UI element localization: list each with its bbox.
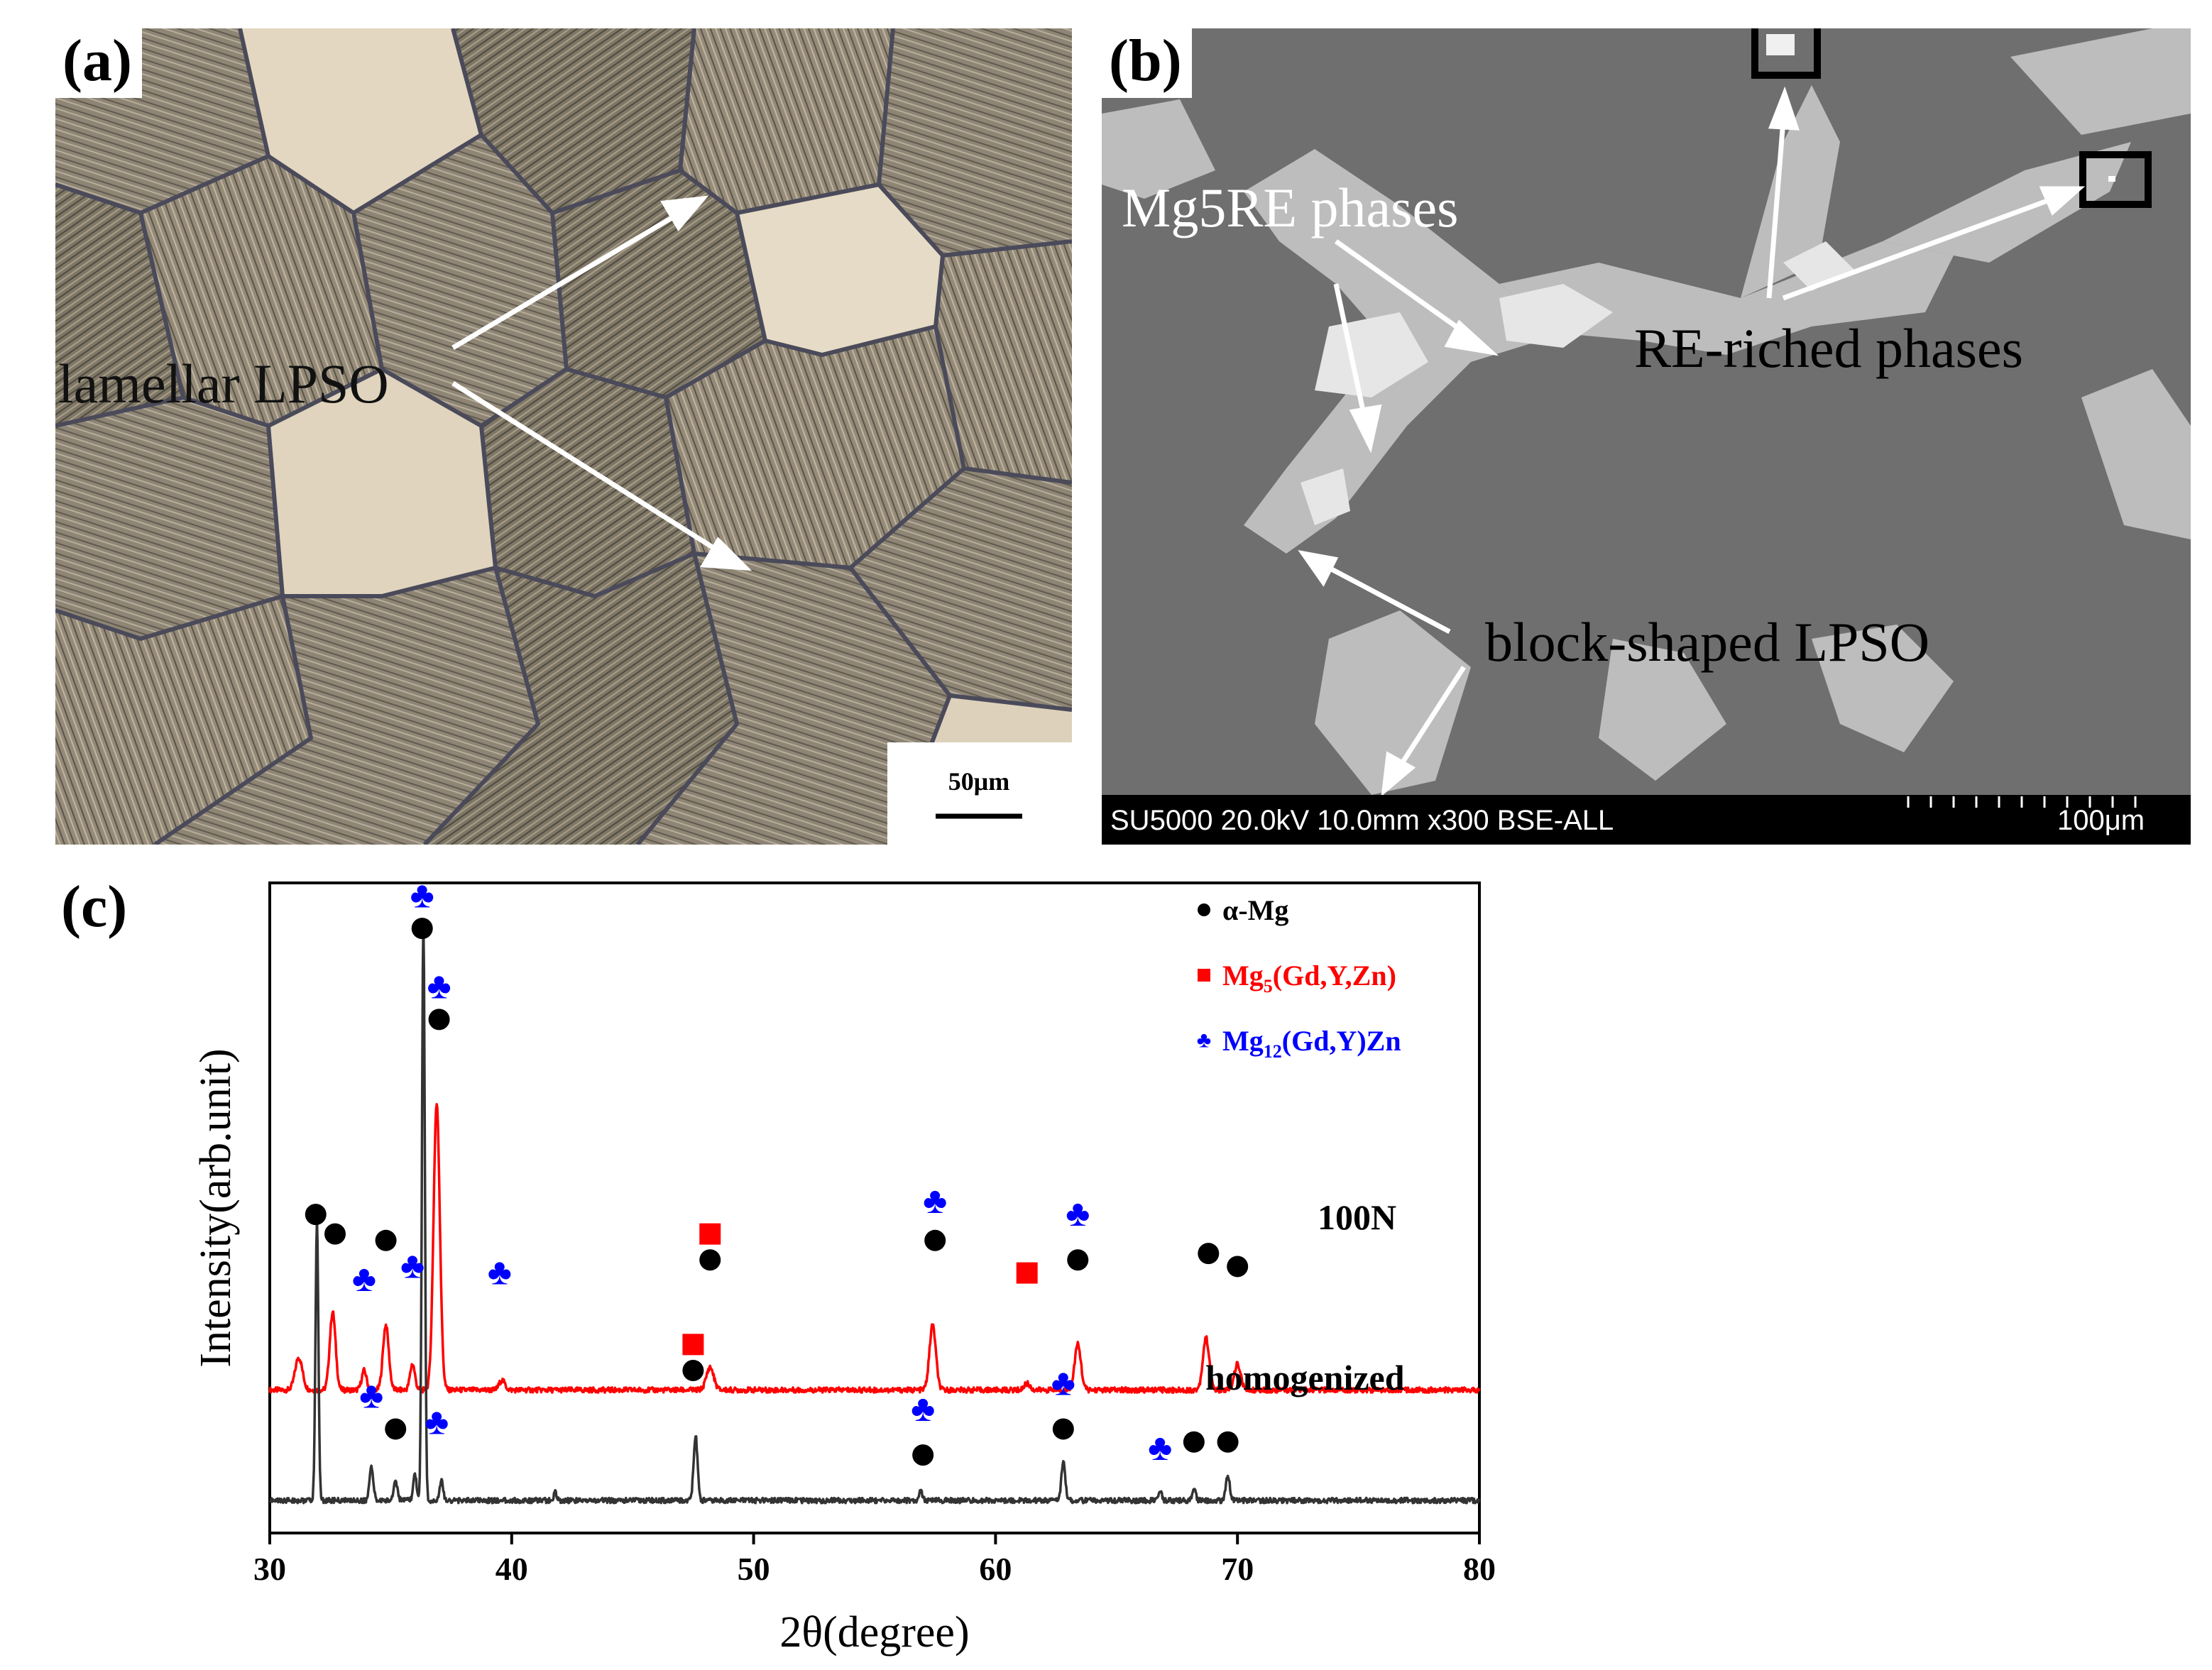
alpha-mg-marker: [924, 1229, 946, 1251]
mg5-marker: [1198, 969, 1210, 982]
phase-markers: ♣ ♣ ♣ ♣ ♣ ♣ ♣ ♣ ♣ ♣ ♣ ♣: [305, 875, 1249, 1468]
legend-entry: Mg12(Gd,Y)Zn: [1222, 1025, 1401, 1062]
plot-frame: [268, 881, 1481, 1534]
x-tick-label: 70: [1221, 1551, 1254, 1587]
alpha-mg-marker: [699, 1249, 721, 1271]
alpha-mg-marker: [385, 1418, 407, 1440]
alpha-mg-marker: [1198, 903, 1210, 916]
alpha-mg-marker: [912, 1444, 934, 1466]
optical-micrograph-image: [55, 28, 1072, 845]
mg12-marker: ♣: [1197, 1028, 1211, 1053]
mg12-marker: ♣: [488, 1253, 512, 1293]
mg12-marker: ♣: [410, 875, 434, 916]
mg12-marker: ♣: [352, 1259, 376, 1300]
alpha-mg-marker: [1052, 1418, 1074, 1440]
sem-info-bar-text: SU5000 20.0kV 10.0mm x300 BSE-ALL: [1110, 805, 1614, 836]
re-riched-phases-label: RE-riched phases: [1634, 317, 2023, 379]
alpha-mg-marker: [682, 1360, 704, 1381]
alpha-mg-marker: [1198, 1243, 1220, 1265]
mg5-marker: [1016, 1262, 1038, 1284]
y-axis-label: Intensity(arb.unit): [192, 1048, 240, 1367]
alpha-mg-marker: [1183, 1431, 1205, 1453]
legend-entry: α-Mg: [1222, 894, 1288, 926]
x-tick-label: 60: [979, 1551, 1012, 1587]
series-line-homogenized: [268, 918, 1481, 1505]
block-lpso-label: block-shaped LPSO: [1485, 611, 1930, 673]
alpha-mg-marker: [1067, 1249, 1089, 1271]
lamellar-lpso-label: lamellar LPSO: [58, 353, 389, 414]
x-axis-label: 2θ(degree): [779, 1608, 969, 1657]
mg12-marker: ♣: [1148, 1428, 1172, 1468]
x-tick-label: 40: [495, 1551, 528, 1587]
mg5-marker: [682, 1334, 704, 1356]
mg12-marker: ♣: [1066, 1194, 1090, 1234]
x-tick-label: 30: [253, 1551, 286, 1587]
sem-scale-text: 100μm: [2057, 805, 2145, 836]
alpha-mg-marker: [1217, 1431, 1239, 1453]
panel-a-micrograph: (a) lamellar LPSO 50μm: [55, 28, 1072, 845]
series-labels: 100N homogenized: [1205, 1197, 1405, 1397]
x-tick-label: 50: [738, 1551, 770, 1587]
mg12-marker: ♣: [923, 1181, 947, 1221]
mg12-marker: ♣: [359, 1376, 383, 1417]
panel-b-label: (b): [1102, 28, 1192, 98]
panel-c-label: (c): [61, 874, 128, 940]
mg12-marker: ♣: [911, 1389, 935, 1429]
mg12-marker: ♣: [1051, 1363, 1075, 1403]
sem-bse-image: [1102, 28, 2191, 845]
alpha-mg-marker: [375, 1229, 397, 1251]
panel-b-sem: (b) Mg5RE phases RE-riched phases block-…: [1102, 28, 2191, 845]
alpha-mg-marker: [305, 1204, 327, 1226]
series-label-homogenized: homogenized: [1205, 1358, 1405, 1397]
mg12-marker: ♣: [425, 1402, 449, 1442]
alpha-mg-marker: [411, 918, 433, 940]
chart-legend: α-Mg Mg5(Gd,Y,Zn) ♣ Mg12(Gd,Y)Zn: [1197, 894, 1401, 1062]
x-axis-ticks: 30 40 50 60 70 80: [253, 1533, 1496, 1587]
legend-entry: Mg5(Gd,Y,Zn): [1222, 960, 1396, 996]
mg12-marker: ♣: [427, 967, 451, 1007]
mg5-marker: [699, 1223, 721, 1245]
series-line-100N: [268, 1103, 1481, 1394]
scale-bar-a-label: 50μm: [948, 767, 1010, 796]
mg5re-phases-label: Mg5RE phases: [1122, 177, 1459, 238]
series-label-100N: 100N: [1318, 1197, 1396, 1237]
alpha-mg-marker: [324, 1223, 346, 1245]
alpha-mg-marker: [428, 1009, 450, 1031]
series-lines: [268, 918, 1481, 1505]
panel-a-label: (a): [55, 28, 142, 98]
alpha-mg-marker: [1227, 1256, 1249, 1278]
x-tick-label: 80: [1463, 1551, 1496, 1587]
mg12-marker: ♣: [400, 1246, 425, 1286]
